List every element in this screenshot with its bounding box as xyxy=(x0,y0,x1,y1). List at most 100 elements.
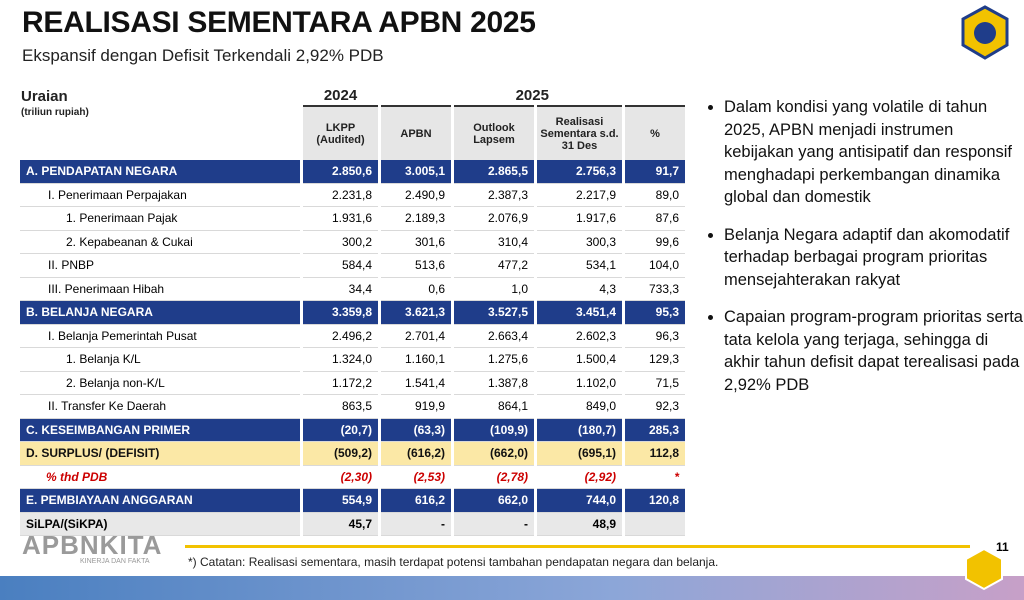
cell-value: 3.005,1 xyxy=(378,160,453,184)
cell-value: - xyxy=(451,512,536,536)
bullet: Belanja Negara adaptif dan akomodatif te… xyxy=(724,224,1024,292)
cell-value: (2,53) xyxy=(378,465,453,489)
column-header: % xyxy=(622,106,685,160)
cell-value: 2.602,3 xyxy=(534,324,624,348)
budget-table: Uraian 2024 2025 (triliun rupiah) LKPP (Audi… xyxy=(20,84,685,536)
table-row: 1. Belanja K/L 1.324,0 1.160,1 1.275,6 1.500… xyxy=(20,347,685,372)
cell-value: 2.756,3 xyxy=(534,160,624,184)
row-label: B. BELANJA NEGARA xyxy=(20,300,302,325)
corner-unit: (triliun rupiah) xyxy=(21,107,89,118)
cell-value: 513,6 xyxy=(378,253,453,278)
cell-value: (509,2) xyxy=(300,441,380,466)
row-label: I. Penerimaan Perpajakan xyxy=(20,183,302,207)
table-row: A. PENDAPATAN NEGARA 2.850,6 3.005,1 2.865,… xyxy=(20,160,685,184)
column-header: Realisasi Sementara s.d. 31 Des xyxy=(534,106,624,160)
year-header: 2025 xyxy=(379,84,685,107)
divider xyxy=(185,545,970,548)
emblem-small xyxy=(965,547,1003,591)
table-row: I. Penerimaan Perpajakan 2.231,8 2.490,9 2.… xyxy=(20,183,685,207)
footnote: *) Catatan: Realisasi sementara, masih t… xyxy=(188,555,719,569)
row-label: 1. Belanja K/L xyxy=(20,347,302,372)
cell-value: 2.850,6 xyxy=(300,160,380,184)
cell-value: 1.500,4 xyxy=(534,347,624,372)
cell-value: (616,2) xyxy=(378,441,453,466)
cell-value: 2.076,9 xyxy=(451,206,536,231)
cell-value: (2,30) xyxy=(300,465,380,489)
cell-value: 1,0 xyxy=(451,277,536,301)
cell-value: 1.160,1 xyxy=(378,347,453,372)
row-label: SiLPA/(SiKPA) xyxy=(20,512,302,536)
logo: APBNKITA xyxy=(22,530,163,560)
cell-value: (695,1) xyxy=(534,441,624,466)
cell-value: 1.324,0 xyxy=(300,347,380,372)
cell-value: 1.931,6 xyxy=(300,206,380,231)
cell-value: 34,4 xyxy=(300,277,380,301)
cell-value: 2.663,4 xyxy=(451,324,536,348)
page-number: 11 xyxy=(996,540,1009,554)
cell-value: 534,1 xyxy=(534,253,624,278)
bullet-list: Dalam kondisi yang volatile di tahun 202… xyxy=(700,96,1024,411)
cell-value: (662,0) xyxy=(451,441,536,466)
table-row: II. PNBP 584,4 513,6 477,2 534,1 104,0 xyxy=(20,253,685,278)
cell-value: 48,9 xyxy=(534,512,624,536)
cell-value: 120,8 xyxy=(622,488,685,513)
cell-value: 310,4 xyxy=(451,230,536,254)
cell-value: (63,3) xyxy=(378,418,453,442)
cell-value: 1.275,6 xyxy=(451,347,536,372)
cell-value: 1.917,6 xyxy=(534,206,624,231)
cell-value: 285,3 xyxy=(622,418,685,442)
cell-value: 554,9 xyxy=(300,488,380,513)
subtitle: Ekspansif dengan Defisit Terkendali 2,92… xyxy=(22,46,384,65)
cell-value: 2.189,3 xyxy=(378,206,453,231)
cell-value: 744,0 xyxy=(534,488,624,513)
cell-value: 864,1 xyxy=(451,394,536,419)
cell-value: 71,5 xyxy=(622,371,685,395)
column-header: Outlook Lapsem xyxy=(451,106,536,160)
cell-value: 3.621,3 xyxy=(378,300,453,325)
title: REALISASI SEMENTARA APBN 2025 xyxy=(22,6,536,39)
cell-value: 99,6 xyxy=(622,230,685,254)
table-row: 1. Penerimaan Pajak 1.931,6 2.189,3 2.076,9… xyxy=(20,206,685,231)
cell-value: 2.496,2 xyxy=(300,324,380,348)
row-label: 2. Belanja non-K/L xyxy=(20,371,302,395)
row-label: C. KESEIMBANGAN PRIMER xyxy=(20,418,302,442)
cell-value: * xyxy=(622,465,685,489)
cell-value: 616,2 xyxy=(378,488,453,513)
cell-value: 863,5 xyxy=(300,394,380,419)
row-label: I. Belanja Pemerintah Pusat xyxy=(20,324,302,348)
cell-value: 129,3 xyxy=(622,347,685,372)
cell-value: 3.451,4 xyxy=(534,300,624,325)
row-label: 2. Kepabeanan & Cukai xyxy=(20,230,302,254)
cell-value: 3.527,5 xyxy=(451,300,536,325)
cell-value: 849,0 xyxy=(534,394,624,419)
cell-value: 2.387,3 xyxy=(451,183,536,207)
cell-value: 89,0 xyxy=(622,183,685,207)
cell-value: 4,3 xyxy=(534,277,624,301)
cell-value: 919,9 xyxy=(378,394,453,419)
table-row: % thd PDB (2,30) (2,53) (2,78) (2,92) * xyxy=(20,465,685,489)
cell-value xyxy=(622,512,685,536)
cell-value: (2,78) xyxy=(451,465,536,489)
bullet: Dalam kondisi yang volatile di tahun 202… xyxy=(724,96,1024,209)
row-label: % thd PDB xyxy=(20,465,302,489)
cell-value: 87,6 xyxy=(622,206,685,231)
cell-value: 477,2 xyxy=(451,253,536,278)
cell-value: 1.172,2 xyxy=(300,371,380,395)
cell-value: 1.102,0 xyxy=(534,371,624,395)
cell-value: 662,0 xyxy=(451,488,536,513)
bottom-band xyxy=(0,576,1024,600)
cell-value: (180,7) xyxy=(534,418,624,442)
cell-value: (2,92) xyxy=(534,465,624,489)
table-row: II. Transfer Ke Daerah 863,5 919,9 864,1 849… xyxy=(20,394,685,419)
table-row: 2. Belanja non-K/L 1.172,2 1.541,4 1.387,8 1… xyxy=(20,371,685,395)
column-header: APBN xyxy=(378,106,453,160)
column-header: LKPP (Audited) xyxy=(300,106,380,160)
cell-value: 91,7 xyxy=(622,160,685,184)
cell-value: 96,3 xyxy=(622,324,685,348)
cell-value: 300,3 xyxy=(534,230,624,254)
cell-value: 2.217,9 xyxy=(534,183,624,207)
cell-value: - xyxy=(378,512,453,536)
cell-value: 584,4 xyxy=(300,253,380,278)
table-row: D. SURPLUS/ (DEFISIT) (509,2) (616,2) (662,… xyxy=(20,441,685,466)
cell-value: 104,0 xyxy=(622,253,685,278)
